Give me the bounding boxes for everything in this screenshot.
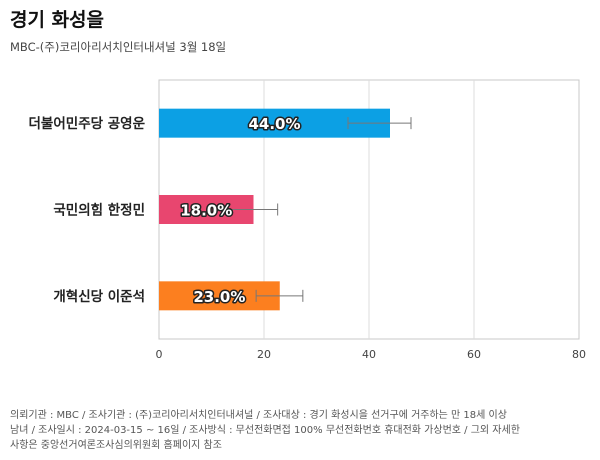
category-label: 개혁신당 이준석	[53, 288, 145, 305]
footnote-line: 남녀 / 조사일시 : 2024-03-15 ~ 16일 / 조사방식 : 무선…	[10, 425, 520, 436]
category-label: 국민의힘 한정민	[53, 202, 145, 219]
category-label: 더불어민주당 공영운	[29, 115, 146, 132]
x-tick-label: 80	[572, 348, 586, 361]
chart-subtitle: MBC-(주)코리아리서치인터내셔널 3월 18일	[10, 40, 227, 54]
footnote-line: 의뢰기관 : MBC / 조사기관 : (주)코리아리서치인터내셔널 / 조사대…	[10, 410, 507, 421]
survey-footnote: 의뢰기관 : MBC / 조사기관 : (주)코리아리서치인터내셔널 / 조사대…	[10, 408, 595, 453]
poll-bar-chart: 0 20 40 60 80 더불어민주당 공영운 44.0% 국민의힘 한정민 18.0% 개혁신…	[29, 79, 586, 361]
x-tick-label: 40	[362, 348, 376, 361]
chart-title: 경기 화성을	[10, 9, 105, 31]
footnote-line: 사항은 중앙선거여론조사심의위원회 홈페이지 참조	[10, 440, 222, 451]
x-tick-label: 60	[467, 348, 481, 361]
x-tick-label: 20	[257, 348, 271, 361]
x-tick-label: 0	[156, 348, 163, 361]
data-label: 18.0%	[180, 202, 232, 220]
data-label: 44.0%	[248, 115, 300, 133]
data-label: 23.0%	[193, 288, 245, 306]
